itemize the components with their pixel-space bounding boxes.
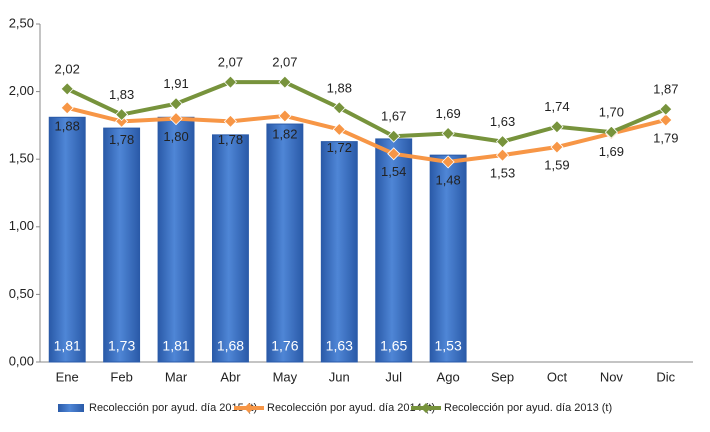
line-marker [278,75,292,89]
line-marker [495,135,510,149]
line-marker [604,125,618,139]
line-value-label: 1,80 [163,129,188,144]
legend-swatch [244,403,254,413]
line-marker [659,102,673,116]
line-marker [659,113,673,127]
x-tick-label: Nov [600,369,624,384]
legend-label: Recolección por ayud. día 2014 (t) [267,402,435,414]
line-value-label: 2,02 [55,61,80,76]
x-tick-label: Abr [220,369,241,384]
x-tick-label: Mar [165,369,188,384]
line-marker [441,126,455,141]
line-value-label: 1,91 [163,76,188,91]
y-tick-label: 2,00 [9,83,34,98]
x-tick-label: May [273,369,298,384]
y-tick-label: 0,00 [9,353,34,368]
bar-value-label: 1,65 [380,338,407,354]
line-marker [169,97,183,111]
line-value-label: 1,78 [218,132,243,147]
line-marker [387,129,401,143]
line-value-label: 1,83 [109,87,134,102]
line-marker [332,122,346,137]
line-value-label: 1,53 [490,166,515,181]
line [66,105,667,164]
line-value-label: 1,63 [490,114,515,129]
bar [103,127,141,363]
bar [48,116,86,363]
line-value-label: 1,74 [544,99,569,114]
bar-value-label: 1,76 [271,338,298,354]
legend-swatch [421,403,431,413]
line-value-label: 1,48 [435,172,460,187]
x-tick-label: Ago [437,369,460,384]
bar-value-label: 1,81 [54,338,81,354]
bar-value-label: 1,68 [217,338,244,354]
line-marker [278,109,292,123]
line-marker [223,75,238,89]
line-marker [60,82,74,96]
line-value-label: 1,88 [55,118,80,133]
line-value-label: 1,69 [599,144,624,159]
line-marker [387,147,401,161]
line-value-label: 2,07 [272,55,297,70]
line-marker [332,101,346,115]
legend-label: Recolección por ayud. día 2013 (t) [444,402,612,414]
line-marker [495,148,510,162]
bar-value-label: 1,63 [326,338,353,354]
line-value-label: 1,87 [653,82,678,97]
line-value-label: 1,70 [599,105,624,120]
line-value-label: 1,54 [381,164,406,179]
bar [212,134,249,363]
line-value-label: 1,67 [381,109,406,124]
line-value-label: 2,07 [218,55,243,70]
y-tick-label: 1,00 [9,218,34,233]
y-tick-label: 2,50 [9,15,34,30]
y-tick-label: 1,50 [9,151,34,166]
x-tick-label: Dic [656,369,675,384]
x-tick-label: Jun [329,369,350,384]
line-marker [115,108,129,122]
line [66,80,667,144]
x-tick-label: Jul [385,369,402,384]
line-value-label: 1,88 [327,80,352,95]
line-marker [550,120,564,134]
bar-value-label: 1,53 [435,338,462,354]
line-value-label: 1,59 [544,157,569,172]
line-value-label: 1,78 [109,132,134,147]
line-marker [223,114,238,128]
x-tick-label: Feb [110,369,132,384]
line-marker [441,155,455,169]
bar [429,154,467,363]
bar-value-label: 1,81 [162,338,189,354]
x-tick-label: Oct [547,369,568,384]
line-marker [169,112,183,126]
line-value-label: 1,69 [435,106,460,121]
line-marker [60,101,74,115]
bar [266,123,304,363]
legend-label: Recolección por ayud. día 2015 (t) [89,402,257,414]
line-value-label: 1,82 [272,126,297,141]
line-marker [550,140,564,154]
bar [320,141,358,363]
bar [157,116,195,363]
y-tick-label: 0,50 [9,286,34,301]
bar [375,138,413,363]
legend-swatch [58,404,84,412]
x-tick-label: Sep [491,369,514,384]
line-value-label: 1,79 [653,130,678,145]
line-value-label: 1,72 [327,140,352,155]
line-marker [115,114,129,128]
x-tick-label: Ene [56,369,79,384]
bar-value-label: 1,73 [108,338,135,354]
